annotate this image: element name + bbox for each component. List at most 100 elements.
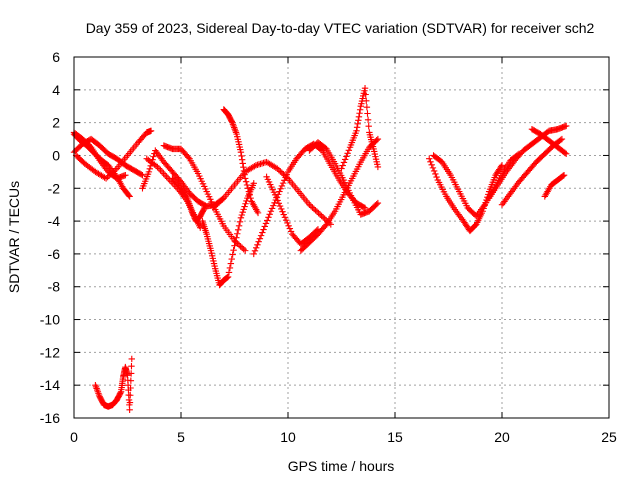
data-point [563, 150, 570, 158]
data-point [188, 208, 195, 215]
data-point [127, 377, 135, 384]
data-point [261, 223, 268, 230]
data-point [341, 156, 349, 163]
data-point [217, 197, 224, 205]
data-point [339, 162, 346, 169]
data-point [219, 196, 226, 203]
data-point [126, 399, 134, 406]
series-arc-10 [220, 106, 262, 217]
data-point [228, 255, 235, 263]
x-tick-label: 20 [494, 429, 510, 445]
data-point [428, 161, 435, 169]
data-point [224, 273, 232, 281]
data-point [189, 210, 197, 218]
data-point [426, 155, 433, 162]
data-point [340, 159, 348, 166]
data-point [237, 214, 245, 222]
data-point [257, 232, 265, 239]
data-point [284, 219, 291, 227]
data-point [238, 244, 246, 252]
series-arc-21 [528, 126, 570, 158]
y-tick-label: -6 [48, 246, 61, 262]
data-point [147, 127, 155, 135]
data-point [247, 194, 254, 202]
data-point [356, 110, 363, 117]
series-arc-18 [430, 150, 523, 220]
y-tick-label: -14 [40, 377, 60, 393]
data-point [558, 135, 566, 143]
data-point [229, 251, 236, 258]
data-point [146, 165, 154, 173]
data-point [117, 389, 124, 397]
data-point [353, 124, 361, 131]
data-point [278, 182, 286, 190]
data-point [138, 171, 145, 178]
data-point [251, 247, 259, 255]
data-point [281, 214, 289, 221]
x-tick-label: 15 [387, 429, 403, 445]
data-point [243, 181, 251, 189]
y-tick-label: -8 [48, 279, 61, 295]
data-point [306, 201, 313, 208]
x-tick-label: 0 [70, 429, 78, 445]
data-point [125, 192, 132, 199]
chart-title: Day 359 of 2023, Sidereal Day-to-day VTE… [86, 20, 595, 36]
data-point [214, 200, 221, 207]
data-point [127, 392, 134, 399]
data-point [313, 208, 321, 215]
data-point [255, 238, 262, 245]
data-point [275, 166, 283, 174]
data-point [150, 153, 157, 160]
data-point [244, 185, 252, 192]
data-point [242, 247, 249, 254]
plot-frame [73, 56, 610, 419]
data-point [226, 264, 234, 272]
data-point [197, 224, 204, 231]
data-point [251, 163, 258, 170]
y-tick-label: -12 [40, 344, 60, 360]
data-point [234, 230, 241, 237]
data-point [245, 188, 253, 195]
data-point [201, 204, 208, 212]
data-point [160, 170, 167, 177]
data-point [238, 152, 245, 160]
x-tick-label: 5 [177, 429, 185, 445]
gridlines [74, 57, 609, 418]
data-point [189, 209, 196, 216]
data-point [275, 200, 283, 207]
data-points [70, 84, 570, 413]
data-point [254, 209, 262, 217]
series-arc-19 [485, 122, 570, 202]
data-point [277, 185, 284, 192]
data-point [353, 127, 360, 135]
data-point [363, 103, 371, 111]
series-arc-23 [92, 355, 135, 413]
data-point [232, 238, 239, 245]
data-point [216, 199, 223, 206]
data-point [278, 169, 286, 177]
data-point [211, 203, 218, 210]
data-point [374, 163, 382, 171]
data-point [158, 168, 166, 176]
data-point [250, 250, 257, 258]
data-point [322, 222, 329, 229]
y-tick-label: -2 [48, 180, 61, 196]
axis-ticks [73, 56, 610, 419]
data-point [260, 226, 267, 233]
data-point [338, 165, 345, 172]
data-point [560, 171, 568, 179]
data-point [242, 175, 249, 182]
data-point [270, 202, 277, 209]
data-point [262, 220, 270, 227]
data-point [259, 229, 266, 236]
data-point [278, 205, 285, 213]
data-point [365, 122, 372, 130]
data-point [128, 355, 135, 363]
data-point [128, 362, 135, 370]
data-point [235, 222, 243, 229]
data-point [309, 204, 316, 211]
data-point [265, 214, 272, 221]
data-point [240, 206, 247, 213]
data-point [238, 211, 246, 219]
data-point [237, 243, 244, 250]
